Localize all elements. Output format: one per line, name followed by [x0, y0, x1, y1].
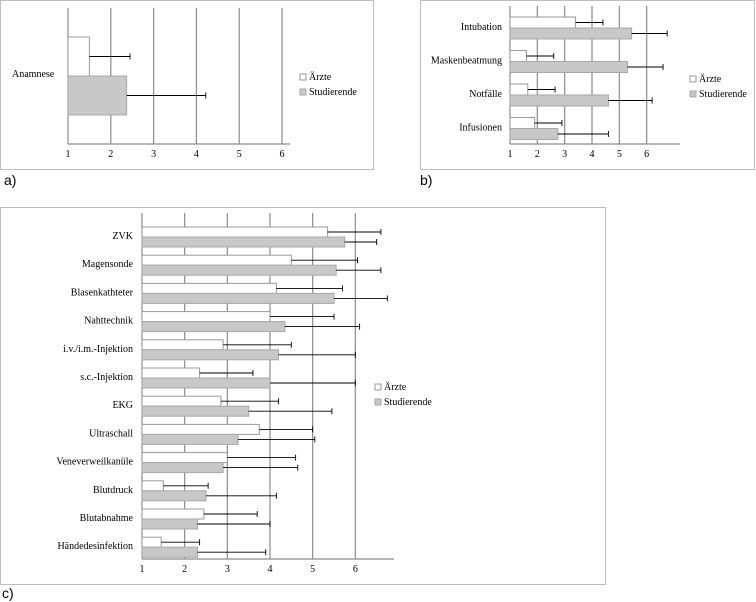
- bar-studierende: [141, 264, 337, 276]
- x-tick-label: 1: [66, 149, 71, 160]
- legend-swatch: [689, 90, 697, 98]
- chart-a: 1 2 3 4 5 6 Anamnese Ärzte Studierende: [0, 0, 374, 170]
- chart-frame: [0, 0, 374, 170]
- bar-studierende: [141, 292, 335, 304]
- bar-studierende: [141, 546, 198, 558]
- category-label: Händedesinfektion: [57, 541, 133, 552]
- bar-aerzte: [141, 423, 260, 435]
- legend-swatch: [299, 73, 307, 81]
- legend-label: Ärzte: [384, 381, 407, 393]
- panel-letter-b: b): [420, 172, 433, 188]
- legend-label: Studierende: [699, 89, 747, 100]
- legend-swatch: [689, 75, 697, 83]
- bar-studierende: [141, 462, 224, 474]
- x-tick-label: 4: [194, 149, 199, 160]
- bar-studierende: [509, 61, 629, 73]
- category-label: Blutdruck: [93, 485, 133, 496]
- x-tick-label: 2: [108, 149, 113, 160]
- category-label: Nahttechnik: [84, 316, 133, 327]
- x-tick-label: 3: [225, 564, 230, 575]
- bar-studierende: [141, 321, 286, 333]
- x-tick-label: 5: [310, 564, 315, 575]
- x-tick-label: 6: [353, 564, 358, 575]
- x-tick-label: 2: [535, 149, 540, 160]
- bar-aerzte: [141, 452, 228, 464]
- category-label: Maskenbeatmung: [431, 56, 502, 67]
- bar-aerzte: [141, 282, 277, 294]
- category-label: Blasenkathteter: [71, 287, 134, 298]
- category-label: Infusionen: [459, 123, 502, 134]
- legend-label: Ärzte: [699, 73, 722, 85]
- bar-aerzte: [509, 117, 536, 129]
- bar-aerzte: [141, 395, 222, 407]
- bar-studierende: [141, 236, 346, 248]
- x-tick-label: 4: [590, 149, 595, 160]
- bar-aerzte: [141, 367, 201, 379]
- bar-studierende: [67, 75, 128, 116]
- x-tick-label: 5: [237, 149, 242, 160]
- bar-aerzte: [141, 254, 292, 266]
- category-label: ZVK: [112, 231, 133, 242]
- legend-swatch: [374, 383, 382, 391]
- category-label: Ultraschall: [89, 428, 133, 439]
- x-tick-label: 2: [182, 564, 187, 575]
- category-label: Notfälle: [469, 89, 502, 100]
- bar-aerzte: [141, 480, 164, 492]
- x-tick-label: 6: [644, 149, 649, 160]
- legend-swatch: [299, 88, 307, 96]
- x-tick-label: 4: [268, 564, 273, 575]
- legend-swatch: [374, 398, 382, 406]
- category-label: i.v./i.m.-Injektion: [63, 344, 133, 355]
- panel-letter-c: c): [2, 585, 14, 601]
- x-tick-label: 5: [617, 149, 622, 160]
- x-tick-label: 3: [562, 149, 567, 160]
- bar-studierende: [141, 349, 280, 361]
- bar-studierende: [141, 405, 250, 417]
- bar-aerzte: [141, 311, 271, 323]
- bar-studierende: [141, 490, 207, 502]
- bar-studierende: [509, 27, 633, 40]
- bar-studierende: [141, 433, 239, 445]
- category-label: Magensonde: [82, 259, 134, 270]
- x-tick-label: 3: [151, 149, 156, 160]
- bar-aerzte: [141, 226, 329, 238]
- category-label: Intubation: [461, 22, 502, 33]
- bar-aerzte: [141, 508, 205, 520]
- bar-studierende: [509, 128, 559, 140]
- panel-letter-a: a): [4, 172, 17, 188]
- bar-aerzte: [509, 50, 527, 62]
- bar-aerzte: [509, 16, 577, 29]
- legend-label: Ärzte: [309, 71, 332, 83]
- bar-aerzte: [509, 83, 529, 96]
- bar-studierende: [141, 518, 198, 530]
- category-label: Blutabnahme: [80, 513, 134, 524]
- category-label: Veneverweilkanüle: [56, 457, 133, 468]
- bar-aerzte: [141, 536, 162, 548]
- bar-aerzte: [67, 36, 90, 77]
- category-label: EKG: [112, 400, 133, 411]
- bar-studierende: [141, 377, 271, 389]
- legend-label: Studierende: [384, 397, 432, 408]
- chart-b: 1 2 3 4 5 6 Intubation Maskenbeatmung Notfälle In…: [420, 0, 755, 170]
- x-tick-label: 1: [508, 149, 513, 160]
- legend-label: Studierende: [309, 87, 357, 98]
- x-tick-label: 1: [140, 564, 145, 575]
- category-label: s.c.-Injektion: [80, 372, 133, 383]
- bar-studierende: [509, 94, 609, 107]
- x-tick-label: 6: [280, 149, 285, 160]
- bar-aerzte: [141, 339, 224, 351]
- chart-c: 1 2 3 4 5 6 ZVK Magensonde Blasenkathteter Nahtte…: [0, 207, 606, 585]
- category-label: Anamnese: [12, 69, 55, 80]
